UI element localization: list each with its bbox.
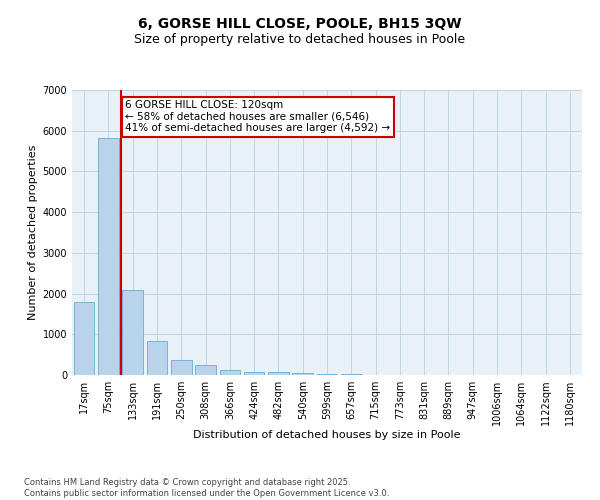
Text: Size of property relative to detached houses in Poole: Size of property relative to detached ho… [134,32,466,46]
X-axis label: Distribution of detached houses by size in Poole: Distribution of detached houses by size … [193,430,461,440]
Y-axis label: Number of detached properties: Number of detached properties [28,145,38,320]
Bar [317,374,337,375]
Bar [171,360,191,375]
Bar [195,365,216,375]
Bar [74,302,94,375]
Bar [146,341,167,375]
Text: 6, GORSE HILL CLOSE, POOLE, BH15 3QW: 6, GORSE HILL CLOSE, POOLE, BH15 3QW [138,18,462,32]
Text: Contains HM Land Registry data © Crown copyright and database right 2025.
Contai: Contains HM Land Registry data © Crown c… [24,478,389,498]
Bar [244,372,265,375]
Bar [98,138,119,375]
Bar [220,370,240,375]
Text: 6 GORSE HILL CLOSE: 120sqm
← 58% of detached houses are smaller (6,546)
41% of s: 6 GORSE HILL CLOSE: 120sqm ← 58% of deta… [125,100,391,134]
Bar [122,290,143,375]
Bar [341,374,362,375]
Bar [268,372,289,375]
Bar [292,373,313,375]
